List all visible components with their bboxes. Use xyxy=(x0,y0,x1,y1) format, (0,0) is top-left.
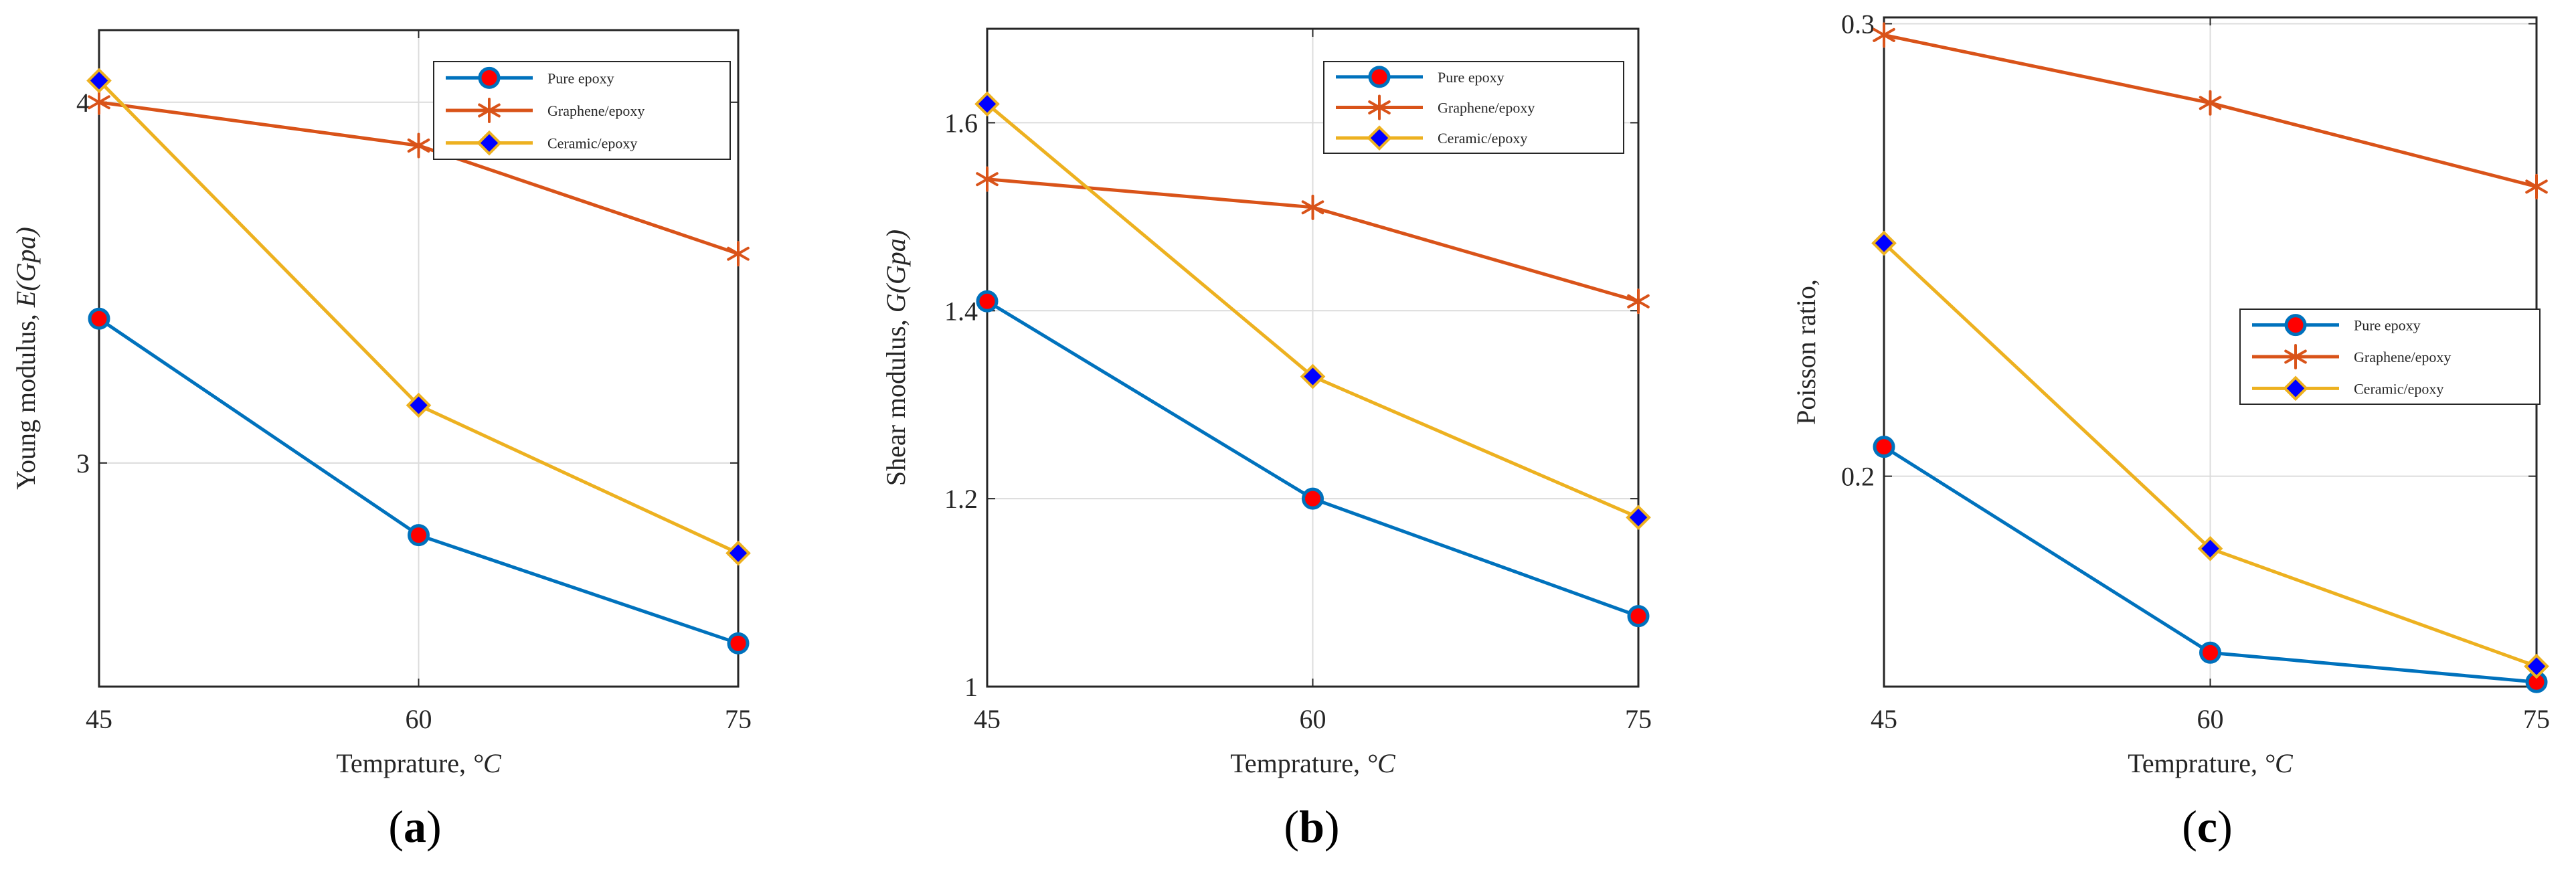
y-axis-label: Poisson ratio, xyxy=(1791,279,1821,425)
y-tick-label: 1.2 xyxy=(944,484,978,514)
y-tick-label: 1 xyxy=(964,672,978,702)
y-tick-label: 1.4 xyxy=(944,296,978,326)
panel-label: (a) xyxy=(388,801,441,852)
legend-label: Graphene/epoxy xyxy=(1438,100,1535,116)
legend-marker xyxy=(478,66,501,89)
data-point xyxy=(974,91,1000,117)
legend-marker xyxy=(2283,375,2308,402)
legend-marker xyxy=(477,130,502,156)
data-point xyxy=(2199,641,2221,664)
legend-marker xyxy=(1367,125,1392,151)
legend-label: Pure epoxy xyxy=(547,70,614,86)
data-point xyxy=(1300,363,1326,389)
data-point xyxy=(2197,535,2223,561)
x-tick-label: 45 xyxy=(974,704,1001,734)
x-axis-label: Temprature, °C xyxy=(1230,748,1396,778)
data-point xyxy=(407,133,430,159)
data-point xyxy=(727,632,750,654)
legend-marker xyxy=(2284,314,2307,337)
y-tick-label: 1.6 xyxy=(944,108,978,138)
y-tick-label: 4 xyxy=(76,88,90,118)
legend-label: Ceramic/epoxy xyxy=(2354,380,2443,397)
x-tick-label: 45 xyxy=(86,704,112,734)
x-tick-label: 60 xyxy=(2197,704,2224,734)
panel-label: (b) xyxy=(1284,801,1339,852)
y-axis-label: Young modulus, E(Gpa) xyxy=(11,227,41,490)
y-tick-label: 3 xyxy=(76,448,90,478)
y-tick-label: 0.2 xyxy=(1841,462,1875,492)
y-tick-label: 0.3 xyxy=(1841,9,1875,39)
data-point xyxy=(1627,605,1650,628)
data-point xyxy=(2199,90,2222,116)
data-point xyxy=(976,290,999,313)
legend-label: Graphene/epoxy xyxy=(2354,349,2451,365)
legend-label: Ceramic/epoxy xyxy=(547,135,637,152)
data-point xyxy=(2525,173,2548,199)
data-point xyxy=(88,89,110,115)
x-axis-label: Temprature, °C xyxy=(336,748,502,778)
data-point xyxy=(727,241,750,267)
panel-a: 45 60 75 3 4 Pure epoxy Graphene/epoxy Ceramic/… xyxy=(11,29,752,852)
data-point xyxy=(1627,288,1650,315)
legend-marker xyxy=(1368,66,1391,88)
legend-label: Graphene/epoxy xyxy=(547,102,645,119)
legend-label: Ceramic/epoxy xyxy=(1438,130,1527,147)
data-point xyxy=(976,166,999,192)
x-tick-label: 75 xyxy=(2523,704,2550,734)
data-point xyxy=(1626,505,1651,531)
legend-marker xyxy=(1368,94,1391,120)
legend-marker xyxy=(2284,344,2307,369)
x-tick-label: 75 xyxy=(725,704,752,734)
y-axis-label: Shear modulus, G(Gpa) xyxy=(881,230,911,486)
panel-label: (c) xyxy=(2182,801,2233,852)
data-point xyxy=(1873,436,1895,458)
legend-label: Pure epoxy xyxy=(1438,69,1505,86)
data-point xyxy=(408,524,430,547)
data-point xyxy=(406,392,432,418)
x-tick-label: 60 xyxy=(1300,704,1326,734)
data-point xyxy=(86,68,112,94)
x-tick-label: 75 xyxy=(1625,704,1652,734)
data-point xyxy=(1301,194,1324,220)
x-tick-label: 45 xyxy=(1871,704,1897,734)
panel-b: 45 60 75 1 1.2 1.4 1.6 Pure epoxy Graphene/epoxy… xyxy=(881,27,1652,852)
data-point xyxy=(1302,487,1324,510)
data-point xyxy=(1873,22,1895,48)
legend-marker xyxy=(478,98,501,123)
data-point xyxy=(725,540,751,566)
panel-c: 45 60 75 0.2 0.3 Pure epoxy Graphene/epoxy Cera… xyxy=(1791,9,2550,852)
data-point xyxy=(1871,230,1897,256)
x-tick-label: 60 xyxy=(406,704,432,734)
data-point xyxy=(2524,653,2549,679)
data-point xyxy=(88,307,110,330)
x-axis-label: Temprature, °C xyxy=(2128,748,2294,778)
legend-label: Pure epoxy xyxy=(2354,317,2421,334)
